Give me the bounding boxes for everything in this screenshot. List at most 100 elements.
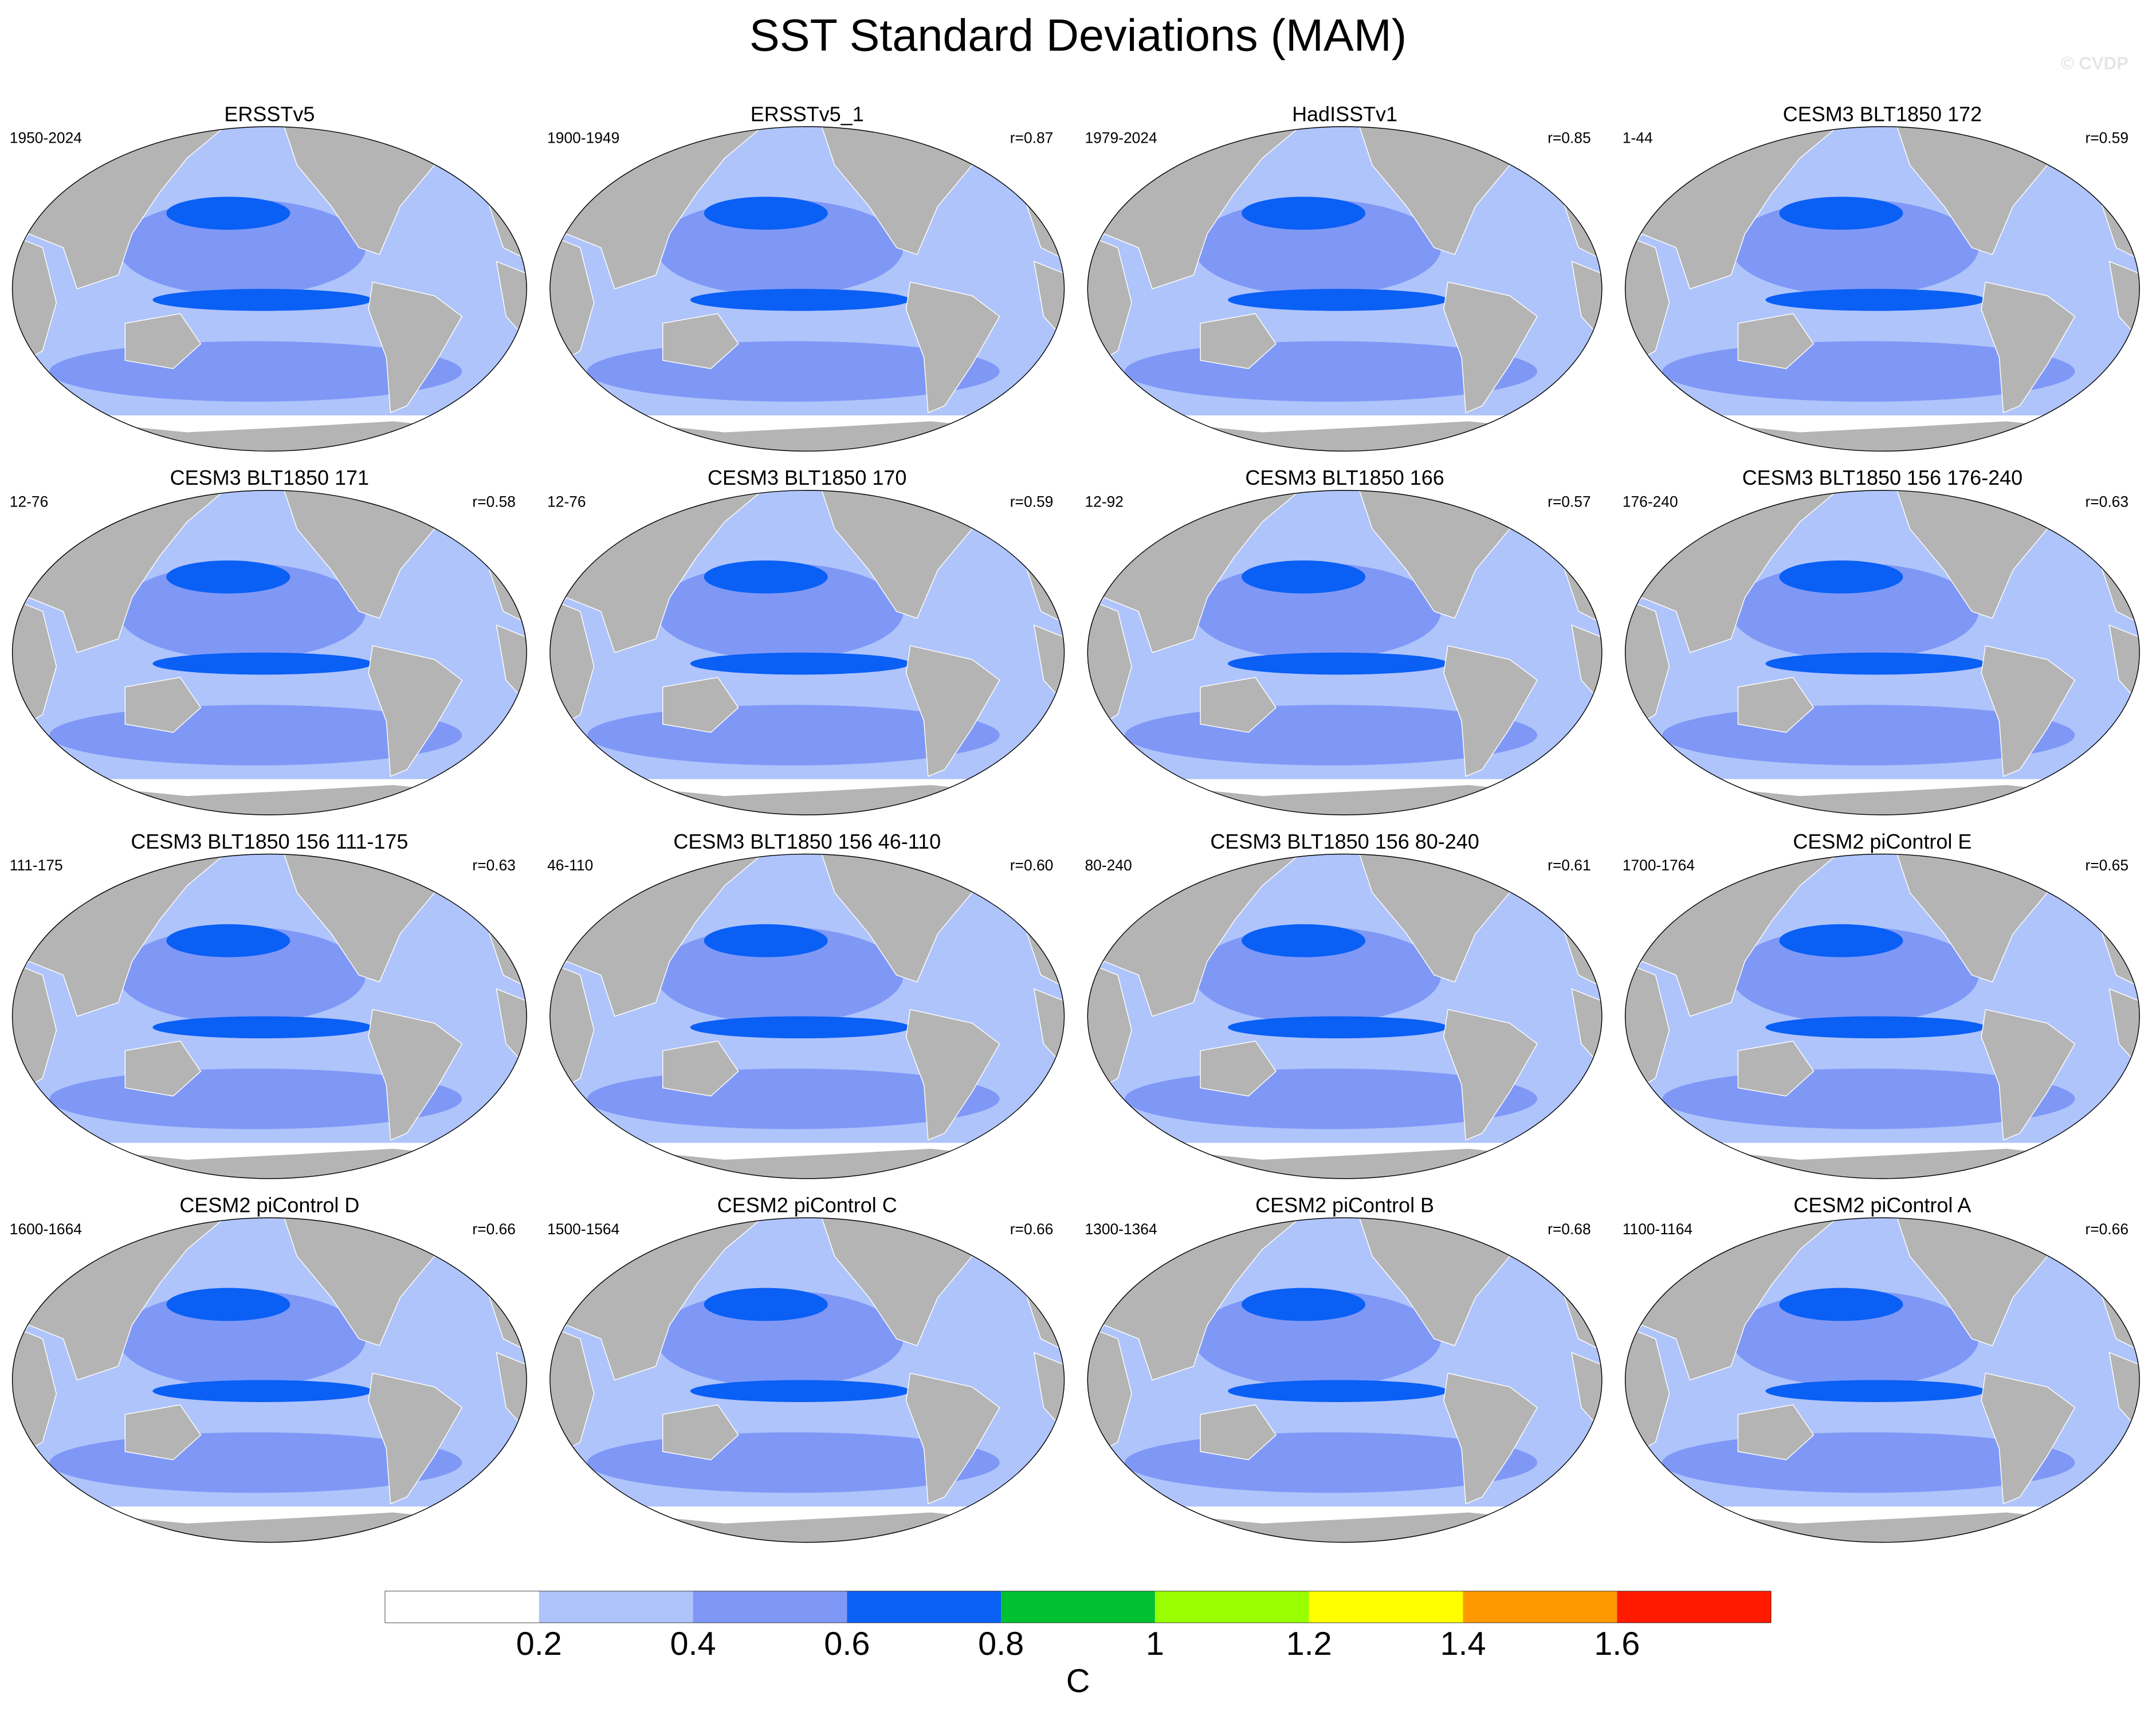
- panel-correlation: r=0.85: [1548, 129, 1591, 147]
- sst-map: [1083, 851, 1606, 1184]
- map-panel: CESM2 piControl D 1600-1664 r=0.66: [8, 1194, 531, 1548]
- panel-correlation: r=0.66: [1010, 1220, 1054, 1238]
- panel-period: 1100-1164: [1623, 1220, 1692, 1238]
- colorbar-label: C: [1066, 1663, 1090, 1700]
- panel-title: CESM3 BLT1850 172: [1783, 102, 1982, 125]
- panel-correlation: r=0.68: [1548, 1220, 1591, 1238]
- colorbar-bin: [1154, 1591, 1309, 1623]
- sst-map: [1083, 488, 1606, 821]
- sst-map: [1083, 124, 1606, 457]
- panel-title: CESM2 piControl C: [717, 1194, 897, 1217]
- panel-period: 12-76: [10, 493, 48, 510]
- panel-title: CESM3 BLT1850 156 176-240: [1742, 466, 2023, 489]
- map-panel: CESM2 piControl B 1300-1364 r=0.68: [1083, 1194, 1606, 1548]
- map-panel: CESM3 BLT1850 156 176-240 176-240 r=0.63: [1621, 466, 2143, 821]
- panel-correlation: r=0.59: [1010, 493, 1054, 510]
- panel-period: 1-44: [1623, 129, 1653, 147]
- sst-map: [546, 1215, 1069, 1548]
- panel-correlation: r=0.58: [472, 493, 516, 510]
- panel-period: 46-110: [547, 857, 593, 874]
- figure-title: SST Standard Deviations (MAM): [749, 9, 1407, 60]
- panel-title: CESM2 piControl B: [1255, 1194, 1434, 1217]
- panel-period: 111-175: [10, 857, 63, 874]
- colorbar-tick-label: 0.4: [670, 1626, 716, 1662]
- sst-map: [1621, 488, 2143, 821]
- map-panel: CESM3 BLT1850 156 111-175 111-175 r=0.63: [8, 830, 531, 1184]
- panel-title: CESM3 BLT1850 171: [170, 466, 369, 489]
- panel-correlation: r=0.60: [1010, 857, 1054, 874]
- panel-title: ERSSTv5: [224, 102, 315, 125]
- panel-correlation: r=0.57: [1548, 493, 1591, 510]
- panel-period: 12-76: [547, 493, 586, 510]
- sst-map: [546, 488, 1069, 821]
- colorbar-bin: [1617, 1591, 1772, 1623]
- panel-title: CESM2 piControl A: [1793, 1194, 1971, 1217]
- sst-map: [1621, 124, 2143, 457]
- panel-grid: ERSSTv5 1950-2024 ERSSTv5_1 1900-1949 r=0.87…: [8, 102, 2143, 1548]
- map-panel: CESM3 BLT1850 171 12-76 r=0.58: [8, 466, 531, 821]
- colorbar-bin: [1463, 1591, 1617, 1623]
- sst-map: [1621, 851, 2143, 1184]
- map-panel: CESM3 BLT1850 156 46-110 46-110 r=0.60: [546, 830, 1069, 1184]
- panel-correlation: r=0.66: [2085, 1220, 2128, 1238]
- panel-title: CESM3 BLT1850 156 80-240: [1210, 830, 1479, 853]
- colorbar-bin: [384, 1591, 539, 1623]
- map-panel: ERSSTv5 1950-2024: [8, 102, 531, 457]
- panel-title: CESM3 BLT1850 170: [708, 466, 906, 489]
- map-panel: CESM3 BLT1850 172 1-44 r=0.59: [1621, 102, 2143, 457]
- panel-title: CESM2 piControl D: [179, 1194, 359, 1217]
- watermark: © CVDP: [2061, 53, 2128, 73]
- panel-correlation: r=0.65: [2085, 857, 2128, 874]
- map-panel: HadISSTv1 1979-2024 r=0.85: [1083, 102, 1606, 457]
- panel-period: 1700-1764: [1623, 857, 1695, 874]
- colorbar: 0.2 0.4 0.6 0.8 1 1.2 1.4 1.6 C: [384, 1591, 1772, 1700]
- panel-correlation: r=0.63: [2085, 493, 2128, 510]
- panel-correlation: r=0.59: [2085, 129, 2128, 147]
- sst-map: [1083, 1215, 1606, 1548]
- panel-period: 1500-1564: [547, 1220, 619, 1238]
- panel-period: 1950-2024: [10, 129, 82, 147]
- colorbar-tick-label: 0.6: [824, 1626, 870, 1662]
- panel-period: 80-240: [1085, 857, 1132, 874]
- map-panel: CESM3 BLT1850 156 80-240 80-240 r=0.61: [1083, 830, 1606, 1184]
- panel-correlation: r=0.66: [472, 1220, 516, 1238]
- colorbar-tick-label: 1: [1146, 1626, 1164, 1662]
- panel-correlation: r=0.63: [472, 857, 516, 874]
- colorbar-tick-label: 1.2: [1286, 1626, 1332, 1662]
- sst-map: [546, 124, 1069, 457]
- colorbar-bin: [1309, 1591, 1463, 1623]
- colorbar-frame: [384, 1591, 1772, 1623]
- colorbar-bin: [1001, 1591, 1155, 1623]
- panel-period: 1300-1364: [1085, 1220, 1157, 1238]
- panel-title: CESM2 piControl E: [1793, 830, 1972, 853]
- map-panel: CESM3 BLT1850 166 12-92 r=0.57: [1083, 466, 1606, 821]
- panel-title: CESM3 BLT1850 156 111-175: [131, 830, 408, 853]
- sst-map: [546, 851, 1069, 1184]
- colorbar-tick-label: 0.2: [516, 1626, 562, 1662]
- sst-map: [1621, 1215, 2143, 1548]
- colorbar-bin: [847, 1591, 1002, 1623]
- colorbar-bin: [693, 1591, 847, 1623]
- map-panel: CESM2 piControl E 1700-1764 r=0.65: [1621, 830, 2143, 1184]
- panel-title: CESM3 BLT1850 156 46-110: [673, 830, 941, 853]
- colorbar-tick-label: 1.6: [1594, 1626, 1640, 1662]
- panel-title: ERSSTv5_1: [751, 102, 864, 125]
- sst-map: [8, 124, 531, 457]
- colorbar-tick-label: 1.4: [1440, 1626, 1486, 1662]
- map-panel: CESM2 piControl A 1100-1164 r=0.66: [1621, 1194, 2143, 1548]
- panel-period: 12-92: [1085, 493, 1123, 510]
- panel-period: 1979-2024: [1085, 129, 1157, 147]
- map-panel: ERSSTv5_1 1900-1949 r=0.87: [546, 102, 1069, 457]
- panel-period: 176-240: [1623, 493, 1678, 510]
- panel-title: CESM3 BLT1850 166: [1245, 466, 1444, 489]
- colorbar-tick-label: 0.8: [978, 1626, 1024, 1662]
- panel-period: 1900-1949: [547, 129, 619, 147]
- sst-map: [8, 851, 531, 1184]
- panel-period: 1600-1664: [10, 1220, 82, 1238]
- panel-correlation: r=0.61: [1548, 857, 1591, 874]
- colorbar-bin: [539, 1591, 693, 1623]
- map-panel: CESM3 BLT1850 170 12-76 r=0.59: [546, 466, 1069, 821]
- map-panel: CESM2 piControl C 1500-1564 r=0.66: [546, 1194, 1069, 1548]
